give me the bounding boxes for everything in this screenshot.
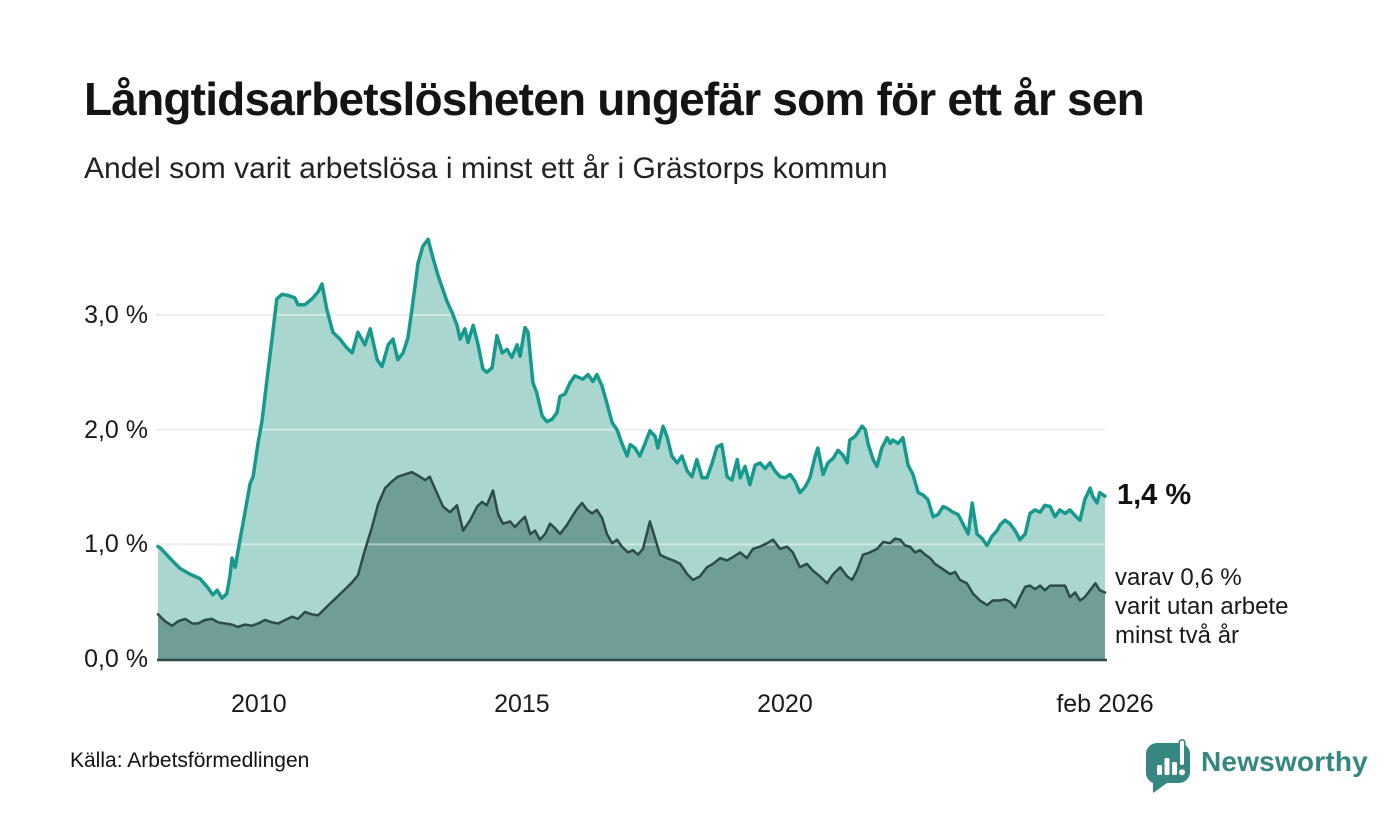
y-tick-label-1: 1,0 % bbox=[84, 530, 148, 559]
end-value-label: 1,4 % bbox=[1117, 479, 1192, 511]
newsworthy-icon bbox=[1146, 739, 1190, 793]
y-tick-label-0: 0,0 % bbox=[84, 645, 148, 673]
newsworthy-wordmark: Newsworthy bbox=[1201, 746, 1368, 777]
end-note-line-1: varav 0,6 % bbox=[1115, 564, 1242, 591]
end-note-label: varav 0,6 % varit utan arbete minst två … bbox=[1115, 563, 1288, 650]
newsworthy-logo[interactable]: Newsworthy bbox=[1146, 739, 1368, 793]
chart-title: Långtidsarbetslösheten ungefär som för e… bbox=[84, 73, 1145, 125]
y-tick-label-3: 3,0 % bbox=[84, 300, 148, 329]
x-tick-label-2015: 2015 bbox=[494, 690, 550, 718]
chart-subtitle: Andel som varit arbetslösa i minst ett å… bbox=[84, 152, 888, 185]
source-credit: Källa: Arbetsförmedlingen bbox=[70, 749, 310, 772]
y-tick-label-2: 2,0 % bbox=[84, 415, 148, 444]
x-tick-label-2020: 2020 bbox=[757, 690, 813, 718]
end-note-line-2: varit utan arbete bbox=[1115, 593, 1289, 620]
end-note-line-3: minst två år bbox=[1115, 622, 1240, 649]
x-tick-label-2010: 2010 bbox=[231, 690, 287, 718]
x-tick-label-feb-2026: feb 2026 bbox=[1056, 690, 1154, 718]
